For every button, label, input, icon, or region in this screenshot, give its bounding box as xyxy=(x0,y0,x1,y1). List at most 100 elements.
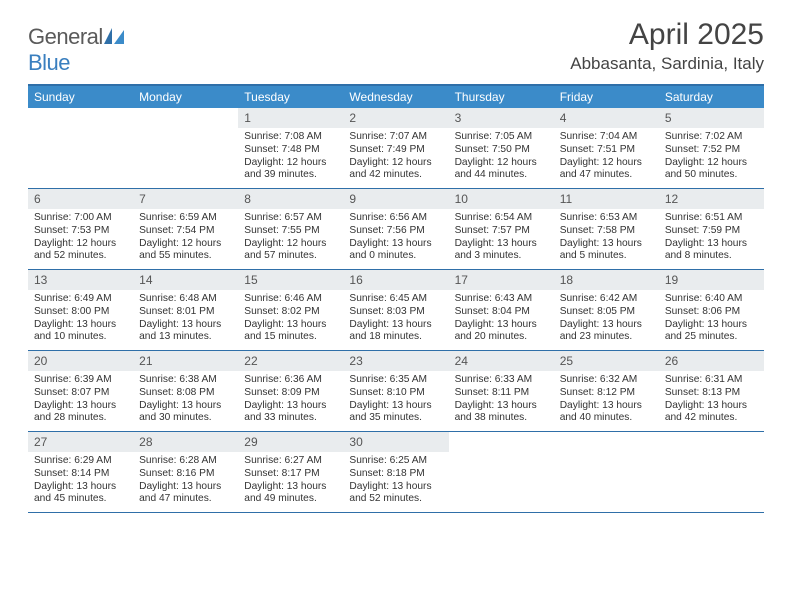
sunrise-text: Sunrise: 6:38 AM xyxy=(139,374,232,387)
daylight-text: Daylight: 13 hours and 20 minutes. xyxy=(455,319,548,345)
sunrise-text: Sunrise: 6:54 AM xyxy=(455,212,548,225)
sunrise-text: Sunrise: 7:02 AM xyxy=(665,131,758,144)
day-body: Sunrise: 6:31 AMSunset: 8:13 PMDaylight:… xyxy=(659,371,764,429)
logo-text-blue: Blue xyxy=(28,50,70,75)
dayname-monday: Monday xyxy=(133,86,238,108)
day-body: Sunrise: 6:35 AMSunset: 8:10 PMDaylight:… xyxy=(343,371,448,429)
day-cell: 26Sunrise: 6:31 AMSunset: 8:13 PMDayligh… xyxy=(659,351,764,431)
logo-sail-icon xyxy=(104,28,124,44)
day-cell: 2Sunrise: 7:07 AMSunset: 7:49 PMDaylight… xyxy=(343,108,448,188)
day-body: Sunrise: 6:53 AMSunset: 7:58 PMDaylight:… xyxy=(554,209,659,267)
daylight-text: Daylight: 13 hours and 13 minutes. xyxy=(139,319,232,345)
day-number: 22 xyxy=(238,351,343,371)
daylight-text: Daylight: 13 hours and 52 minutes. xyxy=(349,481,442,507)
month-title: April 2025 xyxy=(570,18,764,52)
sunset-text: Sunset: 8:17 PM xyxy=(244,468,337,481)
dayname-friday: Friday xyxy=(554,86,659,108)
dayname-sunday: Sunday xyxy=(28,86,133,108)
sunset-text: Sunset: 8:10 PM xyxy=(349,387,442,400)
day-cell: 24Sunrise: 6:33 AMSunset: 8:11 PMDayligh… xyxy=(449,351,554,431)
day-cell: 10Sunrise: 6:54 AMSunset: 7:57 PMDayligh… xyxy=(449,189,554,269)
sunset-text: Sunset: 8:06 PM xyxy=(665,306,758,319)
day-body: Sunrise: 6:27 AMSunset: 8:17 PMDaylight:… xyxy=(238,452,343,510)
daylight-text: Daylight: 13 hours and 0 minutes. xyxy=(349,238,442,264)
daylight-text: Daylight: 12 hours and 57 minutes. xyxy=(244,238,337,264)
sunset-text: Sunset: 8:14 PM xyxy=(34,468,127,481)
day-body: Sunrise: 6:38 AMSunset: 8:08 PMDaylight:… xyxy=(133,371,238,429)
day-number: 28 xyxy=(133,432,238,452)
sunrise-text: Sunrise: 6:25 AM xyxy=(349,455,442,468)
day-cell: 20Sunrise: 6:39 AMSunset: 8:07 PMDayligh… xyxy=(28,351,133,431)
day-number: 13 xyxy=(28,270,133,290)
sunrise-text: Sunrise: 6:56 AM xyxy=(349,212,442,225)
day-number: 19 xyxy=(659,270,764,290)
daylight-text: Daylight: 12 hours and 47 minutes. xyxy=(560,157,653,183)
day-body: Sunrise: 6:43 AMSunset: 8:04 PMDaylight:… xyxy=(449,290,554,348)
day-body: Sunrise: 6:57 AMSunset: 7:55 PMDaylight:… xyxy=(238,209,343,267)
day-cell: 25Sunrise: 6:32 AMSunset: 8:12 PMDayligh… xyxy=(554,351,659,431)
sunset-text: Sunset: 8:05 PM xyxy=(560,306,653,319)
sunrise-text: Sunrise: 6:42 AM xyxy=(560,293,653,306)
day-cell: 18Sunrise: 6:42 AMSunset: 8:05 PMDayligh… xyxy=(554,270,659,350)
day-cell xyxy=(133,108,238,188)
sunset-text: Sunset: 7:57 PM xyxy=(455,225,548,238)
title-block: April 2025 Abbasanta, Sardinia, Italy xyxy=(570,18,764,74)
daylight-text: Daylight: 12 hours and 39 minutes. xyxy=(244,157,337,183)
day-body: Sunrise: 6:29 AMSunset: 8:14 PMDaylight:… xyxy=(28,452,133,510)
sunset-text: Sunset: 7:52 PM xyxy=(665,144,758,157)
daylight-text: Daylight: 13 hours and 25 minutes. xyxy=(665,319,758,345)
week-row: 20Sunrise: 6:39 AMSunset: 8:07 PMDayligh… xyxy=(28,351,764,432)
sunrise-text: Sunrise: 6:48 AM xyxy=(139,293,232,306)
day-number: 3 xyxy=(449,108,554,128)
day-body: Sunrise: 6:32 AMSunset: 8:12 PMDaylight:… xyxy=(554,371,659,429)
sunset-text: Sunset: 7:50 PM xyxy=(455,144,548,157)
day-cell: 27Sunrise: 6:29 AMSunset: 8:14 PMDayligh… xyxy=(28,432,133,512)
sunrise-text: Sunrise: 6:39 AM xyxy=(34,374,127,387)
sunset-text: Sunset: 8:08 PM xyxy=(139,387,232,400)
day-cell: 21Sunrise: 6:38 AMSunset: 8:08 PMDayligh… xyxy=(133,351,238,431)
day-cell: 6Sunrise: 7:00 AMSunset: 7:53 PMDaylight… xyxy=(28,189,133,269)
day-cell: 9Sunrise: 6:56 AMSunset: 7:56 PMDaylight… xyxy=(343,189,448,269)
day-cell: 28Sunrise: 6:28 AMSunset: 8:16 PMDayligh… xyxy=(133,432,238,512)
daylight-text: Daylight: 13 hours and 23 minutes. xyxy=(560,319,653,345)
daylight-text: Daylight: 12 hours and 42 minutes. xyxy=(349,157,442,183)
sunrise-text: Sunrise: 7:00 AM xyxy=(34,212,127,225)
day-number: 11 xyxy=(554,189,659,209)
sunrise-text: Sunrise: 7:05 AM xyxy=(455,131,548,144)
daylight-text: Daylight: 13 hours and 40 minutes. xyxy=(560,400,653,426)
sunset-text: Sunset: 7:53 PM xyxy=(34,225,127,238)
day-number: 6 xyxy=(28,189,133,209)
logo-text-general: General xyxy=(28,24,103,49)
day-number: 27 xyxy=(28,432,133,452)
day-number: 4 xyxy=(554,108,659,128)
sunrise-text: Sunrise: 6:45 AM xyxy=(349,293,442,306)
day-body: Sunrise: 6:59 AMSunset: 7:54 PMDaylight:… xyxy=(133,209,238,267)
sunrise-text: Sunrise: 7:08 AM xyxy=(244,131,337,144)
day-cell: 14Sunrise: 6:48 AMSunset: 8:01 PMDayligh… xyxy=(133,270,238,350)
day-number: 24 xyxy=(449,351,554,371)
day-cell: 5Sunrise: 7:02 AMSunset: 7:52 PMDaylight… xyxy=(659,108,764,188)
day-body: Sunrise: 6:28 AMSunset: 8:16 PMDaylight:… xyxy=(133,452,238,510)
day-cell: 8Sunrise: 6:57 AMSunset: 7:55 PMDaylight… xyxy=(238,189,343,269)
day-body: Sunrise: 6:42 AMSunset: 8:05 PMDaylight:… xyxy=(554,290,659,348)
week-row: 6 Sunrise: 7:00 AMSunset: 7:53 PM Daylight… xyxy=(28,189,764,270)
sunset-text: Sunset: 7:56 PM xyxy=(349,225,442,238)
sunset-text: Sunset: 8:00 PM xyxy=(34,306,127,319)
location: Abbasanta, Sardinia, Italy xyxy=(570,54,764,74)
day-number: 17 xyxy=(449,270,554,290)
day-number: 10 xyxy=(449,189,554,209)
sunset-text: Sunset: 8:13 PM xyxy=(665,387,758,400)
dayname-tuesday: Tuesday xyxy=(238,86,343,108)
day-cell: 16Sunrise: 6:45 AMSunset: 8:03 PMDayligh… xyxy=(343,270,448,350)
sunset-text: Sunset: 8:12 PM xyxy=(560,387,653,400)
daylight-text: Daylight: 12 hours and 50 minutes. xyxy=(665,157,758,183)
sunset-text: Sunset: 7:55 PM xyxy=(244,225,337,238)
daylight-text: Daylight: 12 hours and 44 minutes. xyxy=(455,157,548,183)
day-body: Sunrise: 7:04 AMSunset: 7:51 PMDaylight:… xyxy=(554,128,659,186)
sunset-text: Sunset: 8:03 PM xyxy=(349,306,442,319)
sunset-text: Sunset: 8:07 PM xyxy=(34,387,127,400)
day-number: 23 xyxy=(343,351,448,371)
day-body: Sunrise: 7:05 AMSunset: 7:50 PMDaylight:… xyxy=(449,128,554,186)
dayname-wednesday: Wednesday xyxy=(343,86,448,108)
sunrise-text: Sunrise: 6:46 AM xyxy=(244,293,337,306)
